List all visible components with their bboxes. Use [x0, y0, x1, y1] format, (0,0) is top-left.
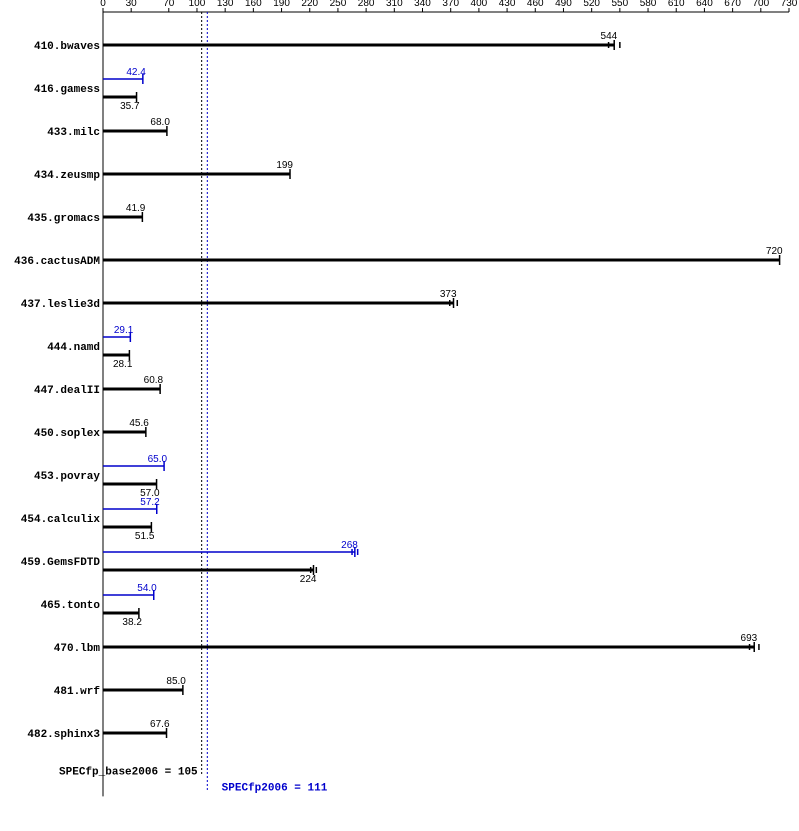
x-tick-label: 30 [126, 0, 138, 9]
x-tick-label: 430 [499, 0, 516, 9]
bench-label: 437.leslie3d [21, 299, 100, 311]
x-tick-label: 550 [612, 0, 629, 9]
spec-chart: 0 30 70 100 130 160 190 220 250 280 310 340 370 400 43… [0, 0, 799, 831]
base-value: 693 [741, 633, 758, 644]
x-tick-label: 220 [301, 0, 318, 9]
x-tick-label: 460 [527, 0, 544, 9]
bench-label: 435.gromacs [27, 213, 100, 225]
x-tick-label: 70 [163, 0, 175, 9]
base-value: 224 [300, 574, 317, 585]
bench-label: 482.sphinx3 [27, 729, 100, 741]
bench-label: 444.namd [47, 342, 100, 354]
peak-value: 29.1 [114, 325, 134, 336]
x-tick-label: 250 [330, 0, 347, 9]
peak-value: 268 [341, 540, 358, 551]
x-tick-label: 580 [640, 0, 657, 9]
x-tick-label: 730 [781, 0, 798, 9]
summary-base: SPECfp_base2006 = 105 [59, 766, 198, 778]
base-value: 720 [766, 246, 783, 257]
x-tick-label: 490 [555, 0, 572, 9]
base-value: 199 [276, 160, 293, 171]
bench-label: 459.GemsFDTD [21, 557, 101, 569]
bench-label: 470.lbm [54, 643, 101, 655]
x-tick-label: 0 [100, 0, 106, 9]
x-tick-label: 340 [414, 0, 431, 9]
x-tick-label: 610 [668, 0, 685, 9]
x-tick-label: 640 [696, 0, 713, 9]
peak-value: 57.2 [140, 497, 160, 508]
bench-label: 434.zeusmp [34, 170, 100, 182]
bench-label: 454.calculix [21, 514, 101, 526]
x-tick-label: 520 [583, 0, 600, 9]
base-value: 85.0 [166, 676, 186, 687]
x-tick-label: 400 [471, 0, 488, 9]
base-value: 373 [440, 289, 457, 300]
x-tick-label: 130 [217, 0, 234, 9]
x-tick-label: 370 [442, 0, 459, 9]
peak-value: 65.0 [148, 454, 168, 465]
bench-label: 447.dealII [34, 385, 100, 397]
base-value: 35.7 [120, 101, 140, 112]
base-value: 60.8 [144, 375, 164, 386]
bench-label: 433.milc [47, 127, 100, 139]
base-value: 68.0 [150, 117, 170, 128]
x-tick-label: 310 [386, 0, 403, 9]
bench-label: 481.wrf [54, 686, 101, 698]
base-value: 544 [601, 31, 618, 42]
base-value: 67.6 [150, 719, 170, 730]
bench-label: 465.tonto [41, 600, 101, 612]
peak-value: 54.0 [137, 583, 157, 594]
x-tick-label: 160 [245, 0, 262, 9]
bench-label: 410.bwaves [34, 41, 100, 53]
bench-label: 453.povray [34, 471, 100, 483]
base-value: 41.9 [126, 203, 146, 214]
x-tick-label: 670 [724, 0, 741, 9]
x-tick-label: 700 [752, 0, 769, 9]
bench-label: 436.cactusADM [14, 256, 100, 268]
bench-label: 416.gamess [34, 84, 100, 96]
peak-value: 42.4 [126, 67, 146, 78]
base-value: 45.6 [129, 418, 149, 429]
x-tick-label: 190 [273, 0, 290, 9]
x-tick-label: 100 [189, 0, 206, 9]
bench-label: 450.soplex [34, 428, 100, 440]
x-tick-label: 280 [358, 0, 375, 9]
base-value: 38.2 [122, 617, 142, 628]
base-value: 28.1 [113, 359, 133, 370]
chart-bg [0, 0, 799, 831]
base-value: 51.5 [135, 531, 155, 542]
summary-peak: SPECfp2006 = 111 [222, 782, 328, 794]
